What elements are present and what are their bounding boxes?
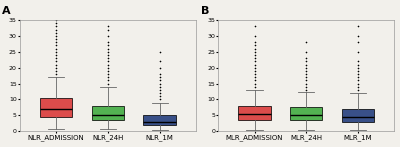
PathPatch shape (342, 109, 374, 122)
PathPatch shape (92, 106, 124, 120)
PathPatch shape (290, 107, 322, 120)
Text: A: A (2, 6, 11, 16)
PathPatch shape (40, 98, 72, 117)
PathPatch shape (144, 115, 176, 125)
PathPatch shape (238, 106, 270, 120)
Text: B: B (201, 6, 209, 16)
